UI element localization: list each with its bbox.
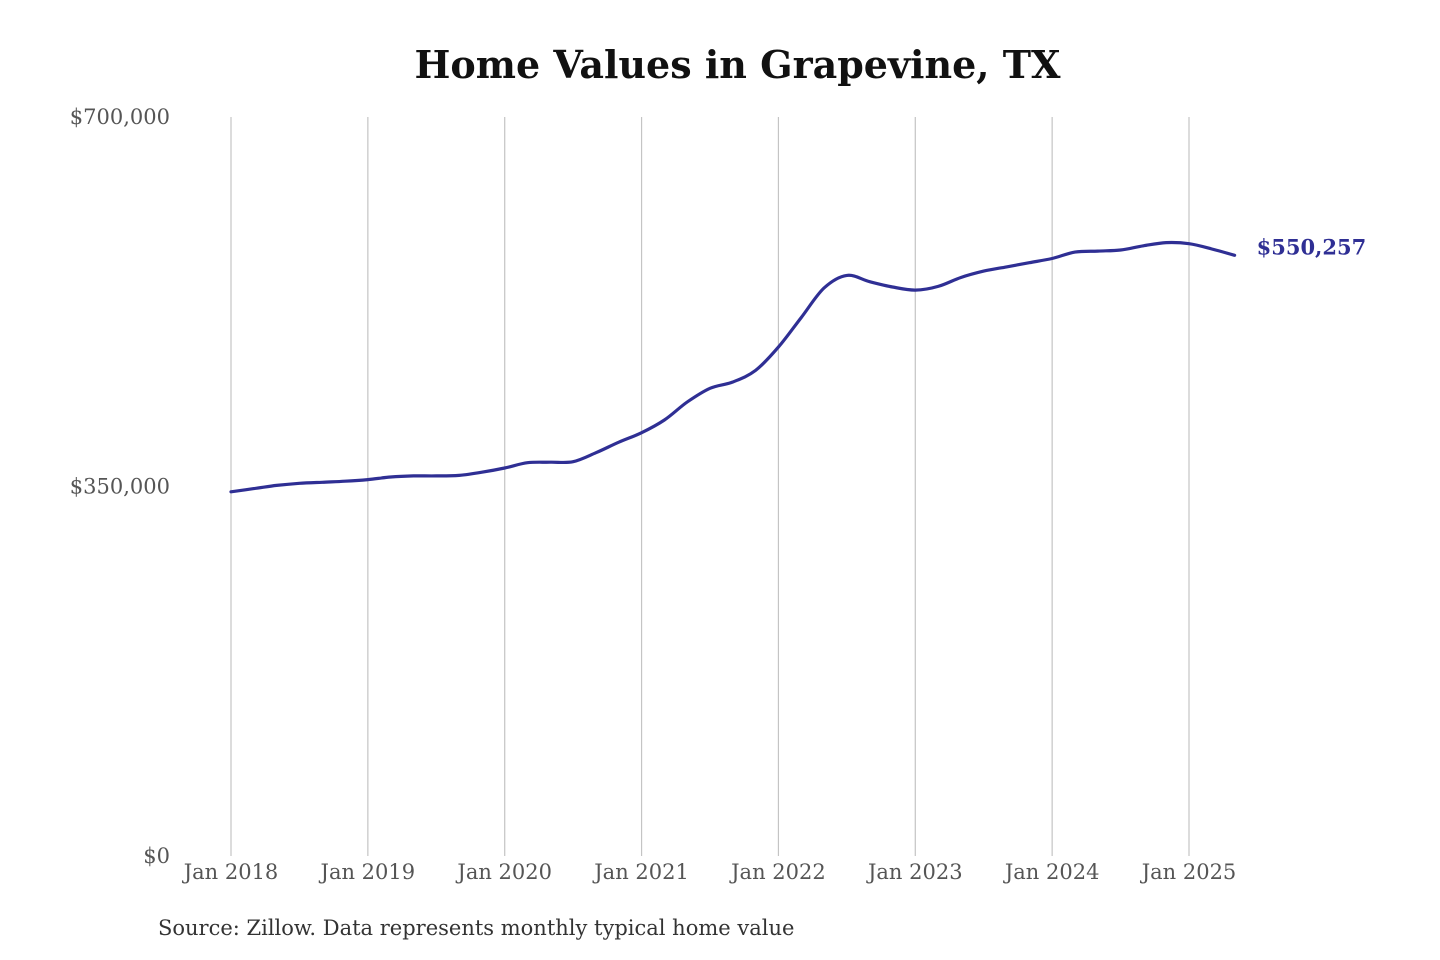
x-tick-label: Jan 2025	[1140, 860, 1237, 884]
y-tick-label: $700,000	[70, 105, 170, 129]
series-layer	[229, 240, 1237, 494]
series-line	[229, 240, 1237, 494]
end-value-label: $550,257	[1257, 234, 1367, 259]
x-tick-label: Jan 2019	[319, 860, 416, 884]
x-tick-label: Jan 2021	[592, 860, 689, 884]
y-tick-label: $350,000	[70, 475, 170, 499]
chart-title: Home Values in Grapevine, TX	[414, 42, 1061, 87]
x-tick-label: Jan 2022	[729, 860, 826, 884]
y-tick-label: $0	[143, 844, 170, 868]
x-tick-label: Jan 2018	[182, 860, 279, 884]
x-tick-label: Jan 2024	[1003, 860, 1100, 884]
x-tick-label: Jan 2020	[455, 860, 552, 884]
x-axis: Jan 2018 Jan 2019 Jan 2020 Jan 2021 Jan 2022…	[182, 860, 1237, 884]
y-axis: $0 $350,000 $700,000	[70, 105, 170, 868]
x-tick-label: Jan 2023	[866, 860, 963, 884]
end-label-layer: $550,257	[1257, 234, 1367, 259]
gridlines	[230, 117, 1190, 856]
source-note: Source: Zillow. Data represents monthly …	[158, 916, 795, 940]
